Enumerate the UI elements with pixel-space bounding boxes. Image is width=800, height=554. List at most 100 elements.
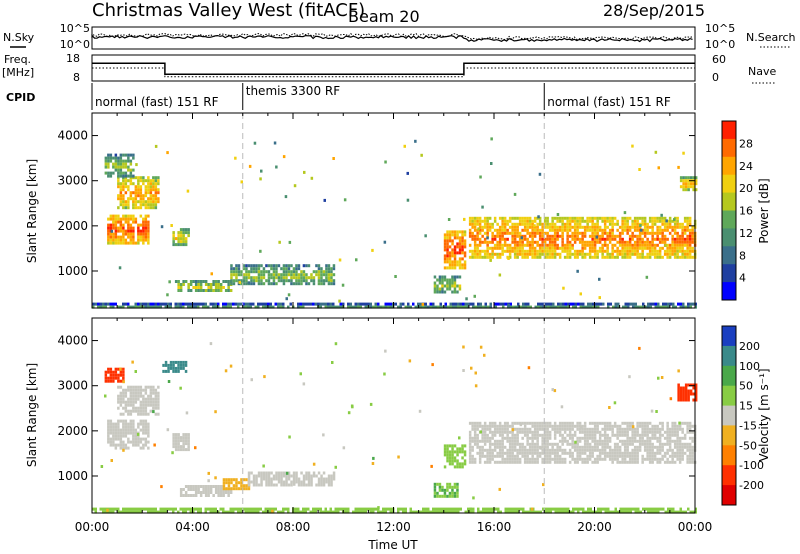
- echo-cell: [177, 442, 180, 446]
- echo-cell: [127, 197, 130, 201]
- echo-cell: [214, 507, 217, 511]
- echo-cell: [646, 421, 649, 425]
- echo-cell: [446, 245, 449, 249]
- echo-cell: [531, 454, 534, 458]
- echo-cell: [656, 249, 659, 253]
- echo-cell: [536, 222, 539, 226]
- echo-cell: [482, 305, 485, 309]
- echo-cell: [207, 479, 210, 483]
- echo-cell: [691, 460, 694, 464]
- echo-cell: [518, 451, 522, 455]
- echo-cell: [526, 451, 529, 455]
- echo-cell: [626, 427, 629, 431]
- echo-cell: [107, 425, 110, 429]
- echo-cell: [592, 302, 595, 306]
- echo-cell: [688, 445, 692, 449]
- echo-cell: [473, 246, 477, 250]
- echo-cell: [287, 471, 291, 475]
- echo-cell: [638, 252, 642, 256]
- echo-cell: [237, 481, 241, 485]
- echo-cell: [302, 477, 306, 481]
- echo-cell: [486, 252, 489, 256]
- echo-cell: [185, 411, 189, 415]
- echo-cell: [613, 421, 617, 425]
- echo-cell: [571, 234, 574, 238]
- echo-cell: [567, 510, 570, 514]
- echo-cell: [107, 174, 110, 178]
- echo-cell: [691, 225, 694, 229]
- echo-cell: [508, 460, 512, 464]
- echo-cell: [556, 234, 559, 238]
- echo-cell: [616, 252, 619, 256]
- echo-cell: [647, 507, 650, 511]
- echo-cell: [687, 302, 690, 306]
- echo-cell: [606, 442, 609, 446]
- echo-cell: [566, 249, 569, 253]
- echo-cell: [572, 510, 575, 514]
- echo-cell: [633, 216, 637, 220]
- echo-cell: [305, 282, 308, 286]
- echo-cell: [189, 488, 193, 491]
- echo-cell: [601, 448, 604, 452]
- echo-cell: [403, 144, 406, 148]
- echo-cell: [498, 234, 502, 238]
- echo-cell: [122, 159, 125, 163]
- echo-cell: [618, 439, 622, 443]
- echo-cell: [601, 228, 604, 232]
- echo-cell: [122, 446, 125, 450]
- echo-cell: [295, 276, 298, 280]
- echo-cell: [628, 436, 632, 440]
- echo-cell: [673, 433, 677, 437]
- echo-cell: [596, 442, 599, 446]
- echo-cell: [471, 222, 474, 226]
- echo-cell: [581, 457, 584, 461]
- echo-cell: [134, 241, 138, 245]
- echo-cell: [521, 216, 524, 220]
- echo-cell: [528, 234, 532, 238]
- echo-cell: [676, 433, 679, 437]
- echo-cell: [638, 225, 642, 229]
- echo-cell: [189, 280, 193, 283]
- echo-cell: [137, 385, 140, 389]
- echo-cell: [488, 442, 492, 446]
- echo-cell: [472, 510, 475, 514]
- echo-cell: [147, 440, 150, 444]
- echo-cell: [436, 287, 439, 291]
- echo-cell: [197, 280, 200, 283]
- echo-cell: [566, 439, 569, 443]
- colorbar-swatch: [722, 246, 736, 265]
- echo-cell: [643, 424, 647, 428]
- echo-cell: [404, 507, 407, 511]
- echo-cell: [621, 249, 624, 253]
- echo-cell: [307, 507, 310, 511]
- echo-cell: [127, 188, 130, 192]
- echo-cell: [573, 216, 577, 220]
- echo-cell: [177, 305, 180, 309]
- echo-cell: [526, 222, 529, 226]
- echo-cell: [282, 507, 285, 511]
- echo-cell: [134, 406, 138, 410]
- echo-cell: [671, 219, 674, 223]
- echo-cell: [446, 453, 449, 457]
- echo-cell: [457, 507, 460, 511]
- echo-cell: [202, 491, 205, 494]
- echo-cell: [646, 222, 649, 226]
- echo-cell: [692, 185, 695, 189]
- echo-cell: [631, 234, 634, 238]
- echo-cell: [237, 267, 241, 271]
- echo-cell: [623, 225, 627, 229]
- echo-cell: [538, 228, 542, 232]
- echo-cell: [422, 507, 425, 511]
- echo-cell: [673, 255, 677, 259]
- echo-cell: [147, 400, 150, 404]
- echo-cell: [461, 248, 464, 252]
- echo-cell: [496, 252, 499, 256]
- echo-cell: [137, 191, 140, 195]
- echo-cell: [538, 433, 542, 437]
- echo-cell: [444, 510, 447, 514]
- echo-cell: [556, 445, 559, 449]
- echo-cell: [152, 385, 155, 389]
- echo-cell: [177, 243, 180, 247]
- echo-cell: [470, 366, 473, 370]
- echo-cell: [347, 507, 350, 511]
